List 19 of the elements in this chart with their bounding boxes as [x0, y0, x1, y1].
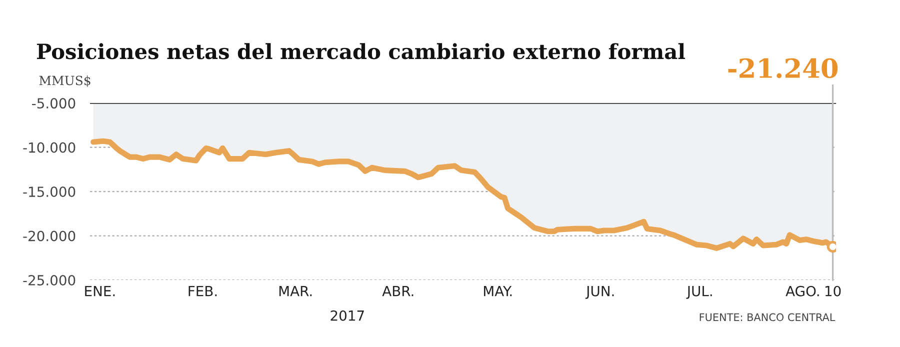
source-note: FUENTE: BANCO CENTRAL [700, 313, 836, 322]
x-tick-label: 10 [825, 286, 841, 296]
chart-title: Posiciones netas del mercado cambiario externo formal [36, 43, 686, 60]
y-tick-label: -25.000 [23, 275, 76, 286]
x-tick-label: AGO. [786, 286, 819, 296]
x-tick-label: JUL. [686, 286, 712, 299]
x-tick-label: MAY. [484, 286, 512, 296]
y-tick-label: -20.000 [23, 230, 76, 242]
y-tick-label: -5.000 [32, 98, 76, 109]
x-tick-label: MAR. [279, 286, 312, 296]
x-axis-title: 2017 [330, 310, 364, 321]
y-tick-label: -15.000 [23, 186, 76, 198]
x-tick-label: FEB. [188, 286, 217, 296]
x-tick-label: ABR. [382, 286, 414, 296]
text: -21.240 [728, 58, 838, 78]
y-axis-title: MMUS$ [39, 76, 90, 87]
y-tick-label: -10.000 [23, 142, 76, 153]
x-tick-label: JUN. [585, 286, 614, 299]
x-tick-label: ENE. [85, 286, 115, 296]
